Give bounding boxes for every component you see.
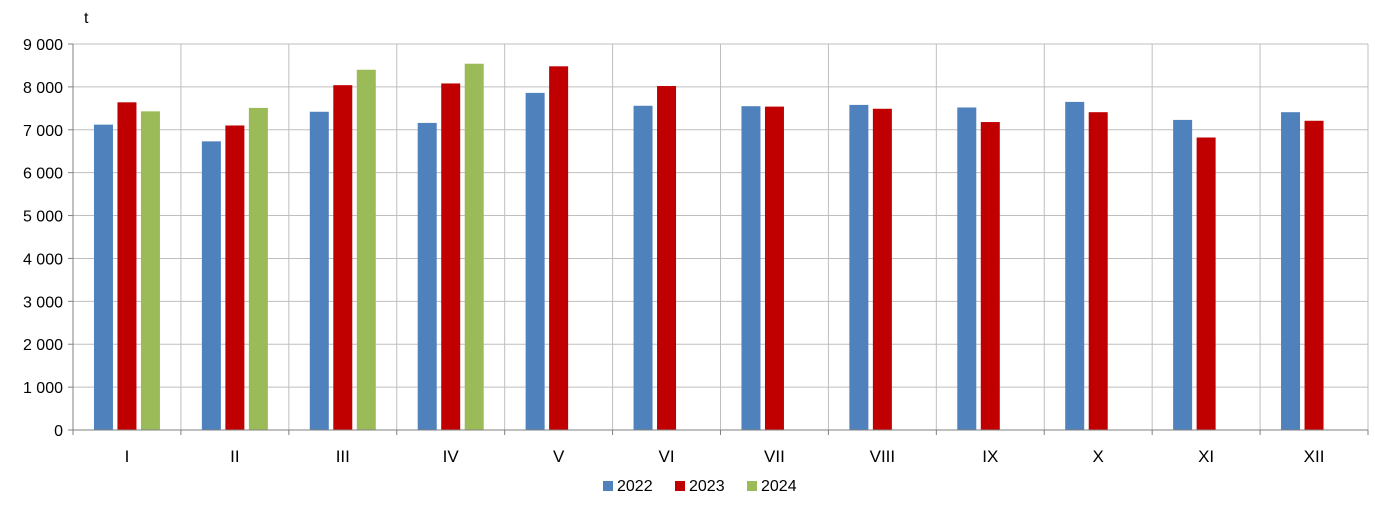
bar-2023-VIII <box>873 109 892 430</box>
bar-2022-IX <box>957 107 976 430</box>
bar-2023-X <box>1089 112 1108 430</box>
axes: t 0 1 000 2 000 3 000 4 000 5 000 6 000 7 000 8 … <box>23 10 1368 466</box>
bar-2022-VII <box>741 106 760 430</box>
x-tick-label: III <box>336 447 350 466</box>
legend-swatch-2022 <box>603 481 613 491</box>
y-axis-unit-label: t <box>84 10 89 27</box>
x-tick-label: V <box>553 447 565 466</box>
bar-2023-IV <box>441 83 460 430</box>
bar-2022-X <box>1065 102 1084 430</box>
x-tick-label: IV <box>443 447 460 466</box>
bar-2023-XII <box>1305 121 1324 430</box>
x-tick-label: VI <box>659 447 675 466</box>
bar-2022-VI <box>634 106 653 430</box>
bar-2022-VIII <box>849 105 868 430</box>
bar-2022-XII <box>1281 112 1300 430</box>
bar-2023-III <box>333 85 352 430</box>
bar-2023-IX <box>981 122 1000 430</box>
x-tick-label: VII <box>764 447 785 466</box>
bar-2022-III <box>310 112 329 430</box>
legend-label-2022: 2022 <box>617 478 653 495</box>
bar-2022-I <box>94 125 113 430</box>
legend: 2022 2023 2024 <box>603 478 797 495</box>
bar-2023-I <box>117 102 136 430</box>
bar-2024-II <box>249 108 268 430</box>
bar-2024-IV <box>465 64 484 430</box>
bar-2023-VI <box>657 86 676 430</box>
x-tick-label: I <box>125 447 130 466</box>
bar-2022-XI <box>1173 120 1192 430</box>
bar-2024-III <box>357 70 376 430</box>
x-tick-label: X <box>1093 447 1104 466</box>
bar-2022-IV <box>418 123 437 430</box>
bar-2023-II <box>225 125 244 430</box>
y-tick-label: 3 000 <box>23 294 63 311</box>
legend-label-2023: 2023 <box>689 478 725 495</box>
bar-2023-V <box>549 66 568 430</box>
bar-2024-I <box>141 111 160 430</box>
y-tick-label: 4 000 <box>23 251 63 268</box>
y-tick-label: 8 000 <box>23 80 63 97</box>
y-tick-label: 2 000 <box>23 337 63 354</box>
bars <box>94 64 1324 430</box>
x-tick-label: VIII <box>870 447 896 466</box>
y-tick-label: 6 000 <box>23 166 63 183</box>
legend-swatch-2023 <box>675 481 685 491</box>
legend-label-2024: 2024 <box>761 478 797 495</box>
bar-2022-V <box>526 93 545 430</box>
x-tick-label: XI <box>1198 447 1214 466</box>
x-tick-label: II <box>230 447 239 466</box>
bar-2022-II <box>202 141 221 430</box>
legend-swatch-2024 <box>747 481 757 491</box>
y-tick-label: 5 000 <box>23 209 63 226</box>
y-tick-label: 9 000 <box>23 37 63 54</box>
x-tick-label: XII <box>1304 447 1325 466</box>
bar-2023-XI <box>1197 137 1216 430</box>
x-tick-label: IX <box>982 447 998 466</box>
bar-2023-VII <box>765 107 784 430</box>
y-tick-label: 1 000 <box>23 380 63 397</box>
y-tick-label: 7 000 <box>23 123 63 140</box>
y-tick-label: 0 <box>54 423 63 440</box>
